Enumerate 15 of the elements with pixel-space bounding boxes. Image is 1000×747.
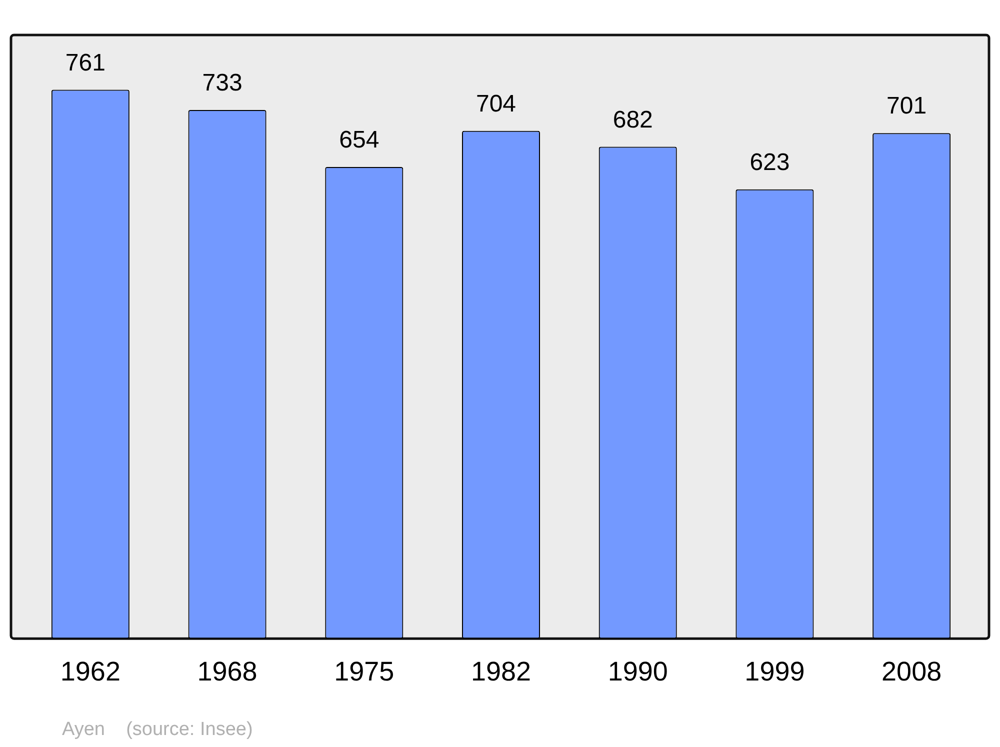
- data-label: 623: [750, 148, 790, 176]
- text: Ayen (source: Insee): [62, 719, 253, 740]
- data-label: 682: [612, 106, 653, 134]
- data-label: 654: [339, 126, 380, 154]
- x-tick-label: 1968: [197, 656, 258, 686]
- x-tick-label: 1999: [744, 656, 805, 686]
- data-label: 761: [65, 49, 106, 76]
- x-tick-label: 2008: [882, 656, 942, 686]
- x-tick-label: 1975: [334, 656, 394, 686]
- x-tick-label: 1962: [60, 656, 120, 686]
- x-tick-label: 1982: [470, 656, 532, 686]
- x-tick-label: 1990: [608, 656, 668, 686]
- data-label: 733: [202, 70, 242, 97]
- data-label: 704: [476, 90, 516, 118]
- data-label: 701: [886, 92, 927, 120]
